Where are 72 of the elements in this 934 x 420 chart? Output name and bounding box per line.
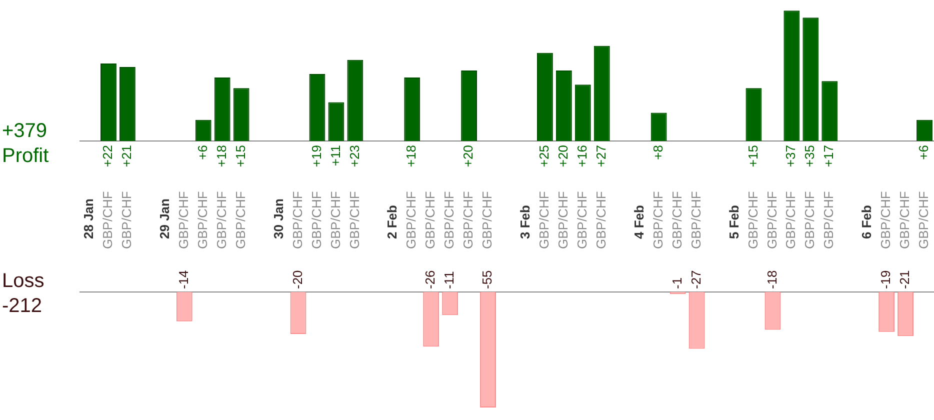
x-tick-label: GBP/CHF [916, 191, 932, 249]
x-tick-label: 28 Jan [81, 198, 96, 239]
data-label: -19 [878, 270, 894, 289]
data-label: +19 [308, 145, 324, 168]
x-tick-label: GBP/CHF [764, 191, 780, 249]
x-tick-label: GBP/CHF [119, 191, 134, 249]
x-tick-label: GBP/CHF [897, 191, 912, 249]
data-label: +22 [100, 145, 116, 168]
x-tick-label: GBP/CHF [442, 191, 457, 249]
data-label: -1 [669, 277, 684, 289]
x-tick-label: GBP/CHF [650, 191, 666, 249]
x-tick-label: GBP/CHF [308, 191, 324, 249]
data-label: +21 [119, 145, 134, 168]
data-label: +11 [328, 145, 343, 166]
x-tick-label: 30 Jan [270, 198, 286, 239]
x-tick-label: GBP/CHF [480, 191, 495, 249]
data-label: -27 [688, 270, 704, 289]
data-label: -26 [422, 270, 438, 289]
x-tick-label: 6 Feb [859, 204, 874, 239]
data-label: +15 [745, 145, 760, 168]
x-tick-label: GBP/CHF [232, 191, 248, 249]
x-tick-label: GBP/CHF [593, 191, 608, 249]
data-label: -11 [442, 271, 457, 289]
data-label: -21 [897, 270, 912, 289]
data-label: +37 [783, 145, 798, 168]
x-tick-label: GBP/CHF [821, 191, 836, 249]
x-tick-label: GBP/CHF [460, 191, 476, 249]
text: Profit [2, 145, 50, 167]
x-tick-label: GBP/CHF [346, 191, 362, 249]
data-label: -20 [290, 270, 305, 289]
data-label: +20 [460, 145, 476, 168]
data-label: +6 [916, 145, 932, 160]
text: +379 [2, 120, 48, 142]
data-label: +20 [556, 145, 571, 168]
data-label: +15 [232, 145, 248, 168]
x-tick-label: GBP/CHF [574, 191, 590, 249]
x-tick-label: GBP/CHF [536, 191, 552, 249]
data-label: -18 [764, 270, 780, 289]
data-label: +35 [802, 145, 818, 168]
x-tick-label: 29 Jan [156, 198, 172, 239]
data-label: +16 [574, 145, 590, 168]
x-tick-label: 3 Feb [518, 204, 533, 239]
x-tick-label: GBP/CHF [176, 191, 191, 249]
x-tick-label: 4 Feb [631, 204, 646, 239]
x-tick-label: GBP/CHF [556, 191, 571, 249]
data-label: -55 [480, 270, 495, 289]
data-label: +23 [346, 145, 362, 168]
text: Loss [2, 270, 44, 292]
x-tick-label: GBP/CHF [783, 191, 798, 249]
x-tick-label: GBP/CHF [214, 191, 229, 249]
data-label: +18 [214, 145, 229, 168]
data-label: +27 [593, 145, 608, 168]
data-label: +25 [536, 145, 552, 168]
x-tick-label: GBP/CHF [878, 191, 894, 249]
x-tick-label: GBP/CHF [422, 191, 438, 249]
x-tick-label: GBP/CHF [100, 191, 116, 249]
x-tick-label: GBP/CHF [688, 191, 704, 249]
data-label: +8 [650, 145, 666, 160]
text: -212 [2, 295, 42, 317]
x-tick-label: GBP/CHF [328, 191, 343, 249]
x-tick-label: GBP/CHF [745, 191, 760, 249]
x-tick-label: GBP/CHF [404, 191, 419, 249]
data-label: -14 [176, 270, 191, 289]
x-tick-label: GBP/CHF [290, 191, 305, 249]
data-label: +18 [404, 145, 419, 168]
x-tick-label: GBP/CHF [669, 191, 684, 249]
x-tick-label: GBP/CHF [194, 191, 210, 249]
x-tick-label: GBP/CHF [802, 191, 818, 249]
data-label: +6 [194, 145, 210, 160]
x-tick-label: 2 Feb [384, 204, 400, 239]
x-tick-label: 5 Feb [726, 204, 742, 239]
data-label: +17 [821, 145, 836, 168]
